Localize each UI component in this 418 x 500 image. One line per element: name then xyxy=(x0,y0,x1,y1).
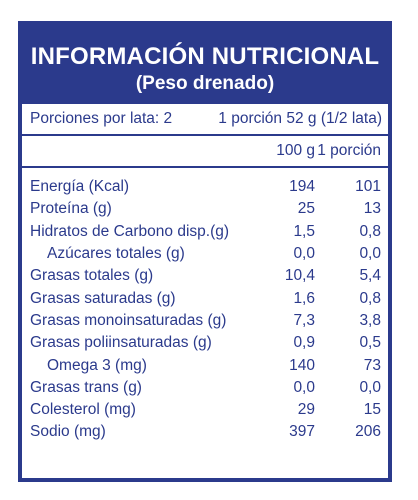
nutrient-value-portion: 0,0 xyxy=(359,378,381,396)
nutrient-value-100g: 0,0 xyxy=(293,378,315,396)
nutrient-value-100g: 1,5 xyxy=(293,222,315,240)
nutrient-row: Grasas saturadas (g) 1,6 0,8 xyxy=(22,287,388,309)
nutrient-row: Sodio (mg) 397 206 xyxy=(22,421,388,443)
nutrient-label: Grasas poliinsaturadas (g) xyxy=(30,334,212,352)
nutrient-row: Grasas totales (g) 10,4 5,4 xyxy=(22,265,388,287)
nutrient-value-100g: 25 xyxy=(297,200,315,218)
nutrient-row: Azúcares totales (g) 0,0 0,0 xyxy=(22,243,388,265)
nutrient-value-100g: 10,4 xyxy=(284,267,315,285)
nutrient-row: Hidratos de Carbono disp.(g) 1,5 0,8 xyxy=(22,221,388,243)
nutrient-label: Energía (Kcal) xyxy=(30,178,130,196)
portion-size: 1 porción 52 g (1/2 lata) xyxy=(218,110,382,127)
panel-subtitle: (Peso drenado) xyxy=(135,73,275,94)
column-header-portion: 1 porción xyxy=(317,142,381,159)
servings-per-can: Porciones por lata: 2 xyxy=(30,110,173,127)
nutrient-value-100g: 140 xyxy=(289,356,315,374)
nutrient-value-portion: 3,8 xyxy=(359,311,381,329)
nutrient-row: Grasas poliinsaturadas (g) 0,9 0,5 xyxy=(22,332,388,354)
nutrient-label: Grasas trans (g) xyxy=(30,378,142,396)
nutrition-facts-panel: INFORMACIÓN NUTRICIONAL (Peso drenado) P… xyxy=(18,21,392,482)
nutrient-row: Grasas trans (g) 0,0 0,0 xyxy=(22,377,388,399)
nutrient-value-100g: 0,9 xyxy=(293,334,315,352)
nutrient-value-portion: 73 xyxy=(363,356,381,374)
nutrient-label: Colesterol (mg) xyxy=(30,401,136,419)
nutrient-value-portion: 15 xyxy=(363,401,381,419)
nutrient-value-portion: 101 xyxy=(355,178,381,196)
nutrient-row: Energía (Kcal) 194 101 xyxy=(22,176,388,198)
nutrient-value-100g: 29 xyxy=(297,401,315,419)
nutrient-label: Grasas saturadas (g) xyxy=(30,289,176,307)
nutrient-row: Omega 3 (mg) 140 73 xyxy=(22,354,388,376)
nutrient-label: Grasas monoinsaturadas (g) xyxy=(30,311,227,329)
nutrient-label: Azúcares totales (g) xyxy=(47,245,185,263)
column-header-100g: 100 g xyxy=(276,142,315,159)
nutrient-label: Proteína (g) xyxy=(30,200,112,218)
nutrient-table: Energía (Kcal) 194 101 Proteína (g) 25 13 Hidr… xyxy=(22,168,388,444)
panel-title: INFORMACIÓN NUTRICIONAL xyxy=(30,43,380,70)
panel-header: INFORMACIÓN NUTRICIONAL (Peso drenado) xyxy=(22,25,388,104)
nutrient-label: Hidratos de Carbono disp.(g) xyxy=(30,222,230,240)
nutrient-value-portion: 0,8 xyxy=(359,222,381,240)
nutrient-value-portion: 13 xyxy=(363,200,381,218)
nutrient-value-100g: 7,3 xyxy=(293,311,315,329)
nutrient-label: Omega 3 (mg) xyxy=(47,356,147,374)
nutrient-value-portion: 0,5 xyxy=(359,334,381,352)
nutrient-row: Proteína (g) 25 13 xyxy=(22,198,388,220)
nutrient-label: Grasas totales (g) xyxy=(30,267,154,285)
servings-row: Porciones por lata: 2 1 porción 52 g (1/… xyxy=(22,104,388,136)
column-header-row: 100 g 1 porción xyxy=(22,136,388,168)
nutrient-value-100g: 194 xyxy=(289,178,315,196)
nutrient-value-100g: 0,0 xyxy=(293,245,315,263)
nutrient-value-portion: 5,4 xyxy=(359,267,381,285)
nutrient-label: Sodio (mg) xyxy=(30,423,106,441)
nutrient-value-portion: 206 xyxy=(355,423,381,441)
nutrient-value-100g: 397 xyxy=(289,423,315,441)
nutrient-value-portion: 0,0 xyxy=(359,245,381,263)
nutrient-value-100g: 1,6 xyxy=(293,289,315,307)
nutrient-value-portion: 0,8 xyxy=(359,289,381,307)
nutrient-row: Grasas monoinsaturadas (g) 7,3 3,8 xyxy=(22,310,388,332)
nutrient-row: Colesterol (mg) 29 15 xyxy=(22,399,388,421)
